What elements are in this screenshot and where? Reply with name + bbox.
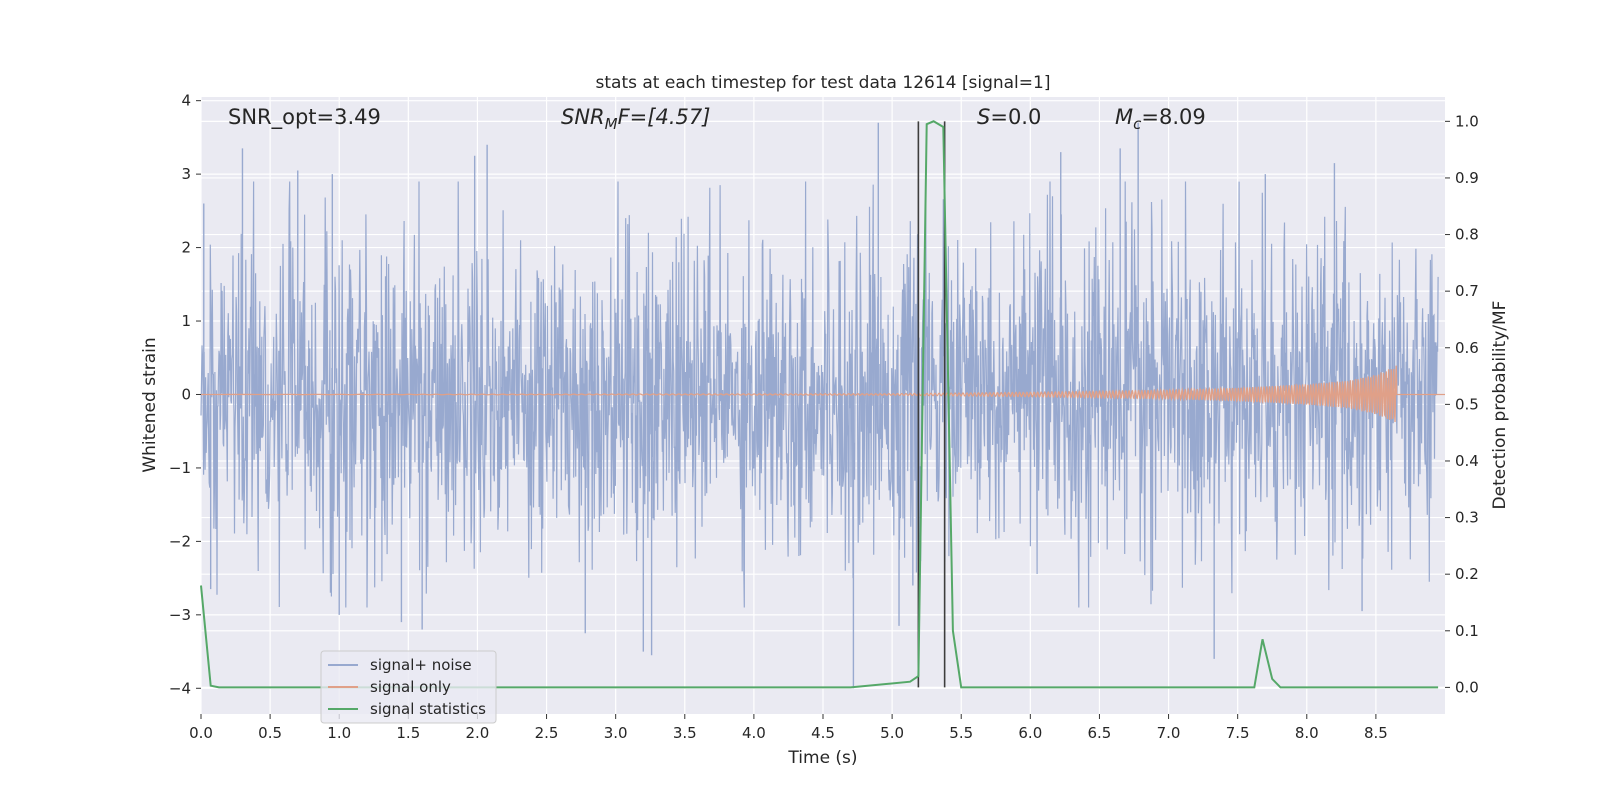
x-tick-label-2: 1.0 <box>327 724 351 742</box>
x-tick-label-17: 8.5 <box>1364 724 1388 742</box>
y2-axis-ticks: 1.0 0.9 0.8 0.7 0.6 0.5 0.4 0.3 0.2 0.1 0.0 <box>1445 112 1479 696</box>
x-tick-label-1: 0.5 <box>258 724 282 742</box>
y2-tick-label-0: 1.0 <box>1455 112 1479 130</box>
y-tick-label-6: −2 <box>169 532 191 550</box>
x-tick-label-12: 6.0 <box>1018 724 1042 742</box>
y2-tick-label-4: 0.6 <box>1455 339 1479 357</box>
y2-tick-label-10: 0.0 <box>1455 678 1479 696</box>
annotation-s: S=0.0 <box>977 105 1041 129</box>
y2-tick-label-8: 0.2 <box>1455 565 1479 583</box>
series-signal-statistics <box>200 120 1439 689</box>
legend-label-signal-noise: signal+ noise <box>370 656 472 674</box>
y2-tick-label-6: 0.4 <box>1455 452 1479 470</box>
x-tick-label-5: 2.5 <box>535 724 559 742</box>
y-tick-label-2: 2 <box>181 239 191 257</box>
y-tick-label-4: 0 <box>181 385 191 403</box>
y2-tick-label-9: 0.1 <box>1455 622 1479 640</box>
y-tick-label-0: 4 <box>181 92 191 110</box>
x-tick-label-8: 4.0 <box>742 724 766 742</box>
y-axis-ticks: 4 3 2 1 0 −1 −2 −3 −4 <box>169 92 201 697</box>
legend-label-signal-statistics: signal statistics <box>370 700 486 718</box>
y-tick-label-7: −3 <box>169 606 191 624</box>
signal-statistics-trace <box>200 120 1439 689</box>
x-tick-label-15: 7.5 <box>1226 724 1250 742</box>
x-tick-label-14: 7.0 <box>1157 724 1181 742</box>
x-tick-label-4: 2.0 <box>466 724 490 742</box>
x-tick-label-9: 4.5 <box>811 724 835 742</box>
x-tick-label-13: 6.5 <box>1088 724 1112 742</box>
x-axis-label: Time (s) <box>787 748 857 768</box>
series-signal-only <box>201 365 1445 422</box>
legend: signal+ noise signal only signal statist… <box>320 650 497 724</box>
legend-label-signal-only: signal only <box>370 678 451 696</box>
y-tick-label-5: −1 <box>169 459 191 477</box>
noise-trace <box>200 181 1439 608</box>
x-tick-label-16: 8.0 <box>1295 724 1319 742</box>
x-tick-label-10: 5.0 <box>880 724 904 742</box>
y2-axis-label: Detection probability/MF <box>1490 301 1510 510</box>
y2-tick-label-2: 0.8 <box>1455 226 1479 244</box>
x-tick-label-6: 3.0 <box>604 724 628 742</box>
signal-only-trace <box>201 365 1445 422</box>
y2-tick-label-5: 0.5 <box>1455 395 1479 413</box>
x-tick-label-11: 5.5 <box>949 724 973 742</box>
y2-tick-label-1: 0.9 <box>1455 169 1479 187</box>
annotation-snr-mf: SNRMF=[4.57] <box>561 105 710 133</box>
x-tick-label-3: 1.5 <box>396 724 420 742</box>
x-tick-label-0: 0.0 <box>189 724 213 742</box>
y2-tick-label-7: 0.3 <box>1455 509 1479 527</box>
annotation-snr-opt: SNR_opt=3.49 <box>228 105 381 130</box>
series-signal-noise <box>200 122 1439 689</box>
y-tick-label-8: −4 <box>169 679 191 697</box>
y2-tick-label-3: 0.7 <box>1455 282 1479 300</box>
y-axis-label: Whitened strain <box>140 337 160 472</box>
legend-box <box>320 650 497 724</box>
annotation-mc: Mc=8.09 <box>1115 105 1206 133</box>
x-axis-ticks: 0.0 0.5 1.0 1.5 2.0 2.5 3.0 3.5 4.0 4.5 5.0 5.5 6.0 6… <box>189 714 1388 742</box>
chart-title: stats at each timestep for test data 126… <box>596 73 1051 93</box>
y-tick-label-1: 3 <box>181 165 191 183</box>
y-tick-label-3: 1 <box>181 312 191 330</box>
x-tick-label-7: 3.5 <box>673 724 697 742</box>
